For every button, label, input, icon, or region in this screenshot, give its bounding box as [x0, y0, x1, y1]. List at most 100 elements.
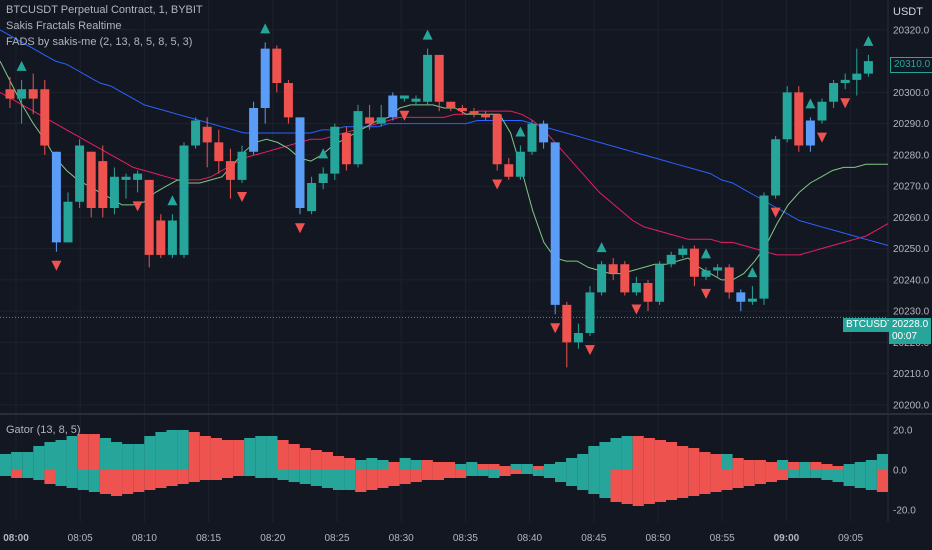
- time-axis[interactable]: 08:00 08:05 08:10 08:15 08:20 08:25 08:30 08:35…: [3, 533, 863, 544]
- candles[interactable]: [5, 42, 873, 368]
- candle-body[interactable]: [272, 48, 282, 83]
- candle-body[interactable]: [295, 117, 305, 208]
- candle-body[interactable]: [759, 195, 769, 299]
- candle-body[interactable]: [98, 161, 108, 208]
- candle-body[interactable]: [724, 267, 734, 293]
- candle-body[interactable]: [446, 101, 456, 108]
- candle-body[interactable]: [736, 292, 746, 302]
- candle-body[interactable]: [341, 133, 351, 165]
- symbol-title[interactable]: BTCUSDT Perpetual Contract, 1, BYBIT: [6, 4, 203, 16]
- candle-body[interactable]: [179, 145, 189, 255]
- candle-body[interactable]: [829, 83, 839, 102]
- candle-body[interactable]: [5, 89, 15, 99]
- candle-body[interactable]: [75, 145, 85, 202]
- candle-body[interactable]: [701, 270, 711, 277]
- candle-body[interactable]: [202, 126, 212, 143]
- candle-body[interactable]: [481, 114, 491, 118]
- candle-body[interactable]: [597, 264, 607, 293]
- candle-body[interactable]: [330, 126, 340, 174]
- gator-lower-bar: [677, 470, 689, 498]
- candle-body[interactable]: [133, 173, 143, 180]
- gator-lower-bar: [666, 470, 678, 500]
- gator-upper-bar: [377, 460, 389, 470]
- gator-upper-bar: [699, 452, 711, 470]
- candle-body[interactable]: [225, 161, 235, 180]
- candle-body[interactable]: [608, 264, 618, 274]
- candle-body[interactable]: [237, 151, 247, 180]
- candle-body[interactable]: [411, 98, 421, 102]
- candle-body[interactable]: [434, 54, 444, 102]
- gator-lower-bar: [255, 470, 267, 478]
- candle-body[interactable]: [713, 267, 723, 271]
- candle-body[interactable]: [40, 89, 50, 146]
- gator-lower-bar: [455, 470, 467, 478]
- gator-upper-bar: [777, 460, 789, 470]
- candle-body[interactable]: [191, 120, 201, 146]
- candle-body[interactable]: [28, 89, 38, 99]
- candle-body[interactable]: [17, 89, 27, 99]
- candle-body[interactable]: [144, 179, 154, 255]
- candle-body[interactable]: [782, 92, 792, 140]
- candle-body[interactable]: [307, 183, 317, 212]
- candle-body[interactable]: [63, 201, 73, 243]
- candle-body[interactable]: [423, 54, 433, 102]
- candle-body[interactable]: [318, 173, 328, 183]
- candle-body[interactable]: [643, 283, 653, 302]
- price-tick: 20260.0: [893, 213, 930, 224]
- gator-upper-bar: [821, 464, 833, 470]
- candle-body[interactable]: [863, 61, 873, 74]
- candle-body[interactable]: [109, 176, 119, 208]
- candle-body[interactable]: [504, 164, 514, 177]
- candle-body[interactable]: [550, 142, 560, 305]
- candle-body[interactable]: [771, 139, 781, 196]
- gator-upper-bar: [832, 466, 844, 470]
- indicator-fractals[interactable]: Sakis Fractals Realtime: [6, 20, 122, 32]
- gator-lower-bar: [599, 470, 611, 498]
- candle-body[interactable]: [666, 254, 676, 265]
- candle-body[interactable]: [840, 79, 850, 83]
- candle-body[interactable]: [51, 151, 61, 243]
- candle-body[interactable]: [86, 151, 96, 208]
- candle-body[interactable]: [655, 264, 665, 302]
- gator-upper-bar: [199, 436, 211, 470]
- fractal-down-marker: [399, 110, 410, 121]
- candle-body[interactable]: [527, 123, 537, 152]
- candle-body[interactable]: [747, 298, 757, 302]
- candle-body[interactable]: [365, 117, 375, 124]
- candle-body[interactable]: [585, 292, 595, 333]
- candle-body[interactable]: [689, 248, 699, 277]
- gator-title[interactable]: Gator (13, 8, 5): [6, 424, 81, 436]
- candle-body[interactable]: [515, 151, 525, 177]
- candle-body[interactable]: [376, 117, 386, 124]
- candle-body[interactable]: [399, 95, 409, 99]
- candle-body[interactable]: [562, 304, 572, 343]
- candle-body[interactable]: [805, 120, 815, 146]
- candle-body[interactable]: [620, 264, 630, 293]
- price-tick: 20290.0: [893, 119, 930, 130]
- candle-body[interactable]: [249, 108, 259, 152]
- candle-body[interactable]: [121, 176, 131, 180]
- candle-body[interactable]: [678, 248, 688, 255]
- candle-body[interactable]: [353, 111, 363, 165]
- candle-body[interactable]: [492, 114, 502, 165]
- candle-body[interactable]: [817, 101, 827, 121]
- candle-body[interactable]: [573, 333, 583, 343]
- candle-body[interactable]: [631, 283, 641, 293]
- time-tick: 08:35: [453, 533, 478, 544]
- gator-lower-bar: [377, 470, 389, 488]
- candle-body[interactable]: [469, 111, 479, 115]
- candle-body[interactable]: [539, 123, 549, 143]
- candle-body[interactable]: [794, 92, 804, 146]
- indicator-fads[interactable]: FADS by sakis-me (2, 13, 8, 5, 8, 5, 3): [6, 36, 193, 48]
- gator-upper-bar: [399, 458, 411, 470]
- gator-upper-bar: [177, 430, 189, 470]
- candle-body[interactable]: [388, 95, 398, 118]
- candle-body[interactable]: [167, 220, 177, 255]
- candle-body[interactable]: [283, 83, 293, 118]
- candle-body[interactable]: [852, 73, 862, 80]
- candle-body[interactable]: [457, 108, 467, 112]
- candle-body[interactable]: [156, 220, 166, 255]
- candle-body[interactable]: [260, 48, 270, 108]
- candle-body[interactable]: [214, 142, 224, 162]
